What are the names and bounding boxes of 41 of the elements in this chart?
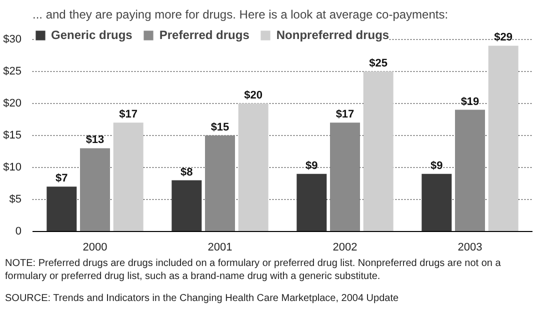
chart-title: ... and they are paying more for drugs. Here is a look at average co-payments: <box>32 8 448 22</box>
bar <box>205 135 235 232</box>
data-label: $15 <box>210 121 230 134</box>
bar <box>46 186 77 232</box>
x-tick-label: 2001 <box>208 242 232 254</box>
text: NOTE: Preferred drugs are drugs included on a formulary or preferred drug list. Nonpreferred drugs are not on a formulary or preferred drug list, such as a brand-name drug with a generic substitute. <box>5 258 502 283</box>
bar <box>296 174 327 232</box>
legend-label: Generic drugs <box>51 28 132 42</box>
y-tick-label: 0 <box>15 226 22 238</box>
data-label: $13 <box>86 134 104 146</box>
data-label: $9 <box>306 160 318 172</box>
x-tick-label: 2003 <box>458 242 482 254</box>
bar <box>488 46 518 232</box>
y-tick-label: $15 <box>3 129 22 142</box>
bar <box>113 122 144 232</box>
data-label: $20 <box>244 89 263 102</box>
data-label: $17 <box>119 108 138 121</box>
y-tick-label: $5 <box>9 193 22 206</box>
bar <box>422 174 452 232</box>
legend-label: Preferred drugs <box>159 28 250 42</box>
y-tick-label: $30 <box>3 33 22 46</box>
data-label: $7 <box>56 172 68 185</box>
y-tick-label: $20 <box>3 97 22 110</box>
source-note: SOURCE: Trends and Indicators in the Changing Health Care Marketplace, 2004 Update <box>5 293 399 306</box>
bar <box>363 71 394 232</box>
data-label: $17 <box>336 108 354 121</box>
data-label: $25 <box>369 57 388 70</box>
data-label: $9 <box>430 160 443 172</box>
bar <box>238 103 268 232</box>
bar <box>455 110 485 232</box>
x-tick-label: 2002 <box>332 242 358 254</box>
bar <box>330 122 360 232</box>
data-label: $8 <box>180 166 193 178</box>
bar <box>80 148 110 232</box>
y-tick-label: $25 <box>3 65 22 78</box>
bar <box>172 180 202 232</box>
data-label: $19 <box>460 96 480 108</box>
x-tick-label: 2000 <box>82 242 108 254</box>
data-label: $29 <box>494 32 513 44</box>
y-tick-label: $10 <box>3 161 22 174</box>
legend-label: Nonpreferred drugs <box>276 28 390 42</box>
